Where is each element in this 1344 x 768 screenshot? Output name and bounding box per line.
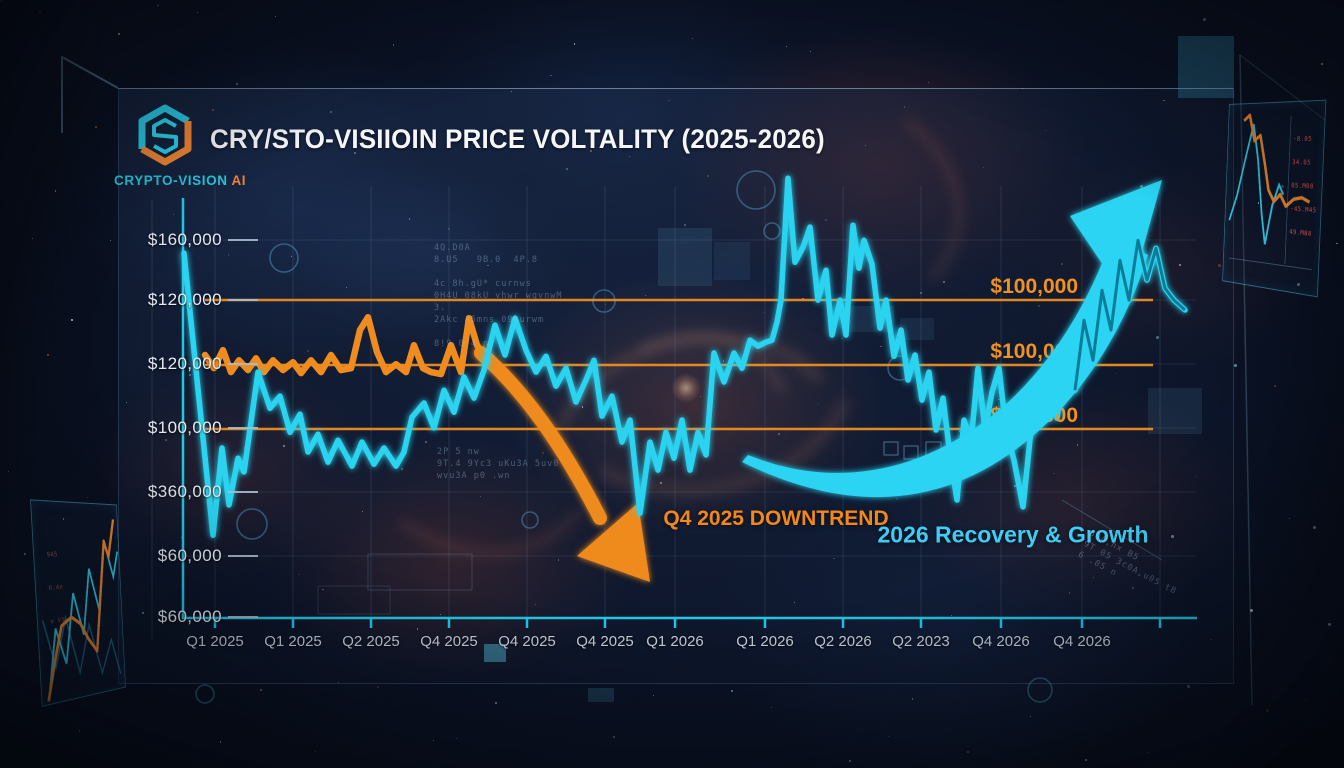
y-axis-dash-6	[228, 616, 258, 618]
x-axis-label-3: Q4 2025	[420, 633, 478, 650]
x-axis-label-6: Q1 2026	[646, 633, 704, 650]
corner-bracket	[61, 55, 119, 133]
brand-label: CRYPTO-VISION AI	[114, 173, 246, 188]
ticker-row: 0.4n	[48, 583, 64, 593]
ticker-row: 34.05	[1292, 158, 1312, 167]
y-axis-label-6: $60,000	[157, 607, 222, 626]
y-axis-label-1: $120,000	[147, 290, 222, 309]
ghost-text-0: 4Q.D0A 8.U5 9B.0 4P.8 4c 8h.gU* curnws 0…	[434, 243, 563, 349]
y-axis-dash-4	[228, 491, 258, 493]
y-axis-label-5: $60,000	[157, 546, 222, 565]
annotation-0: Q4 2025 DOWNTREND	[663, 507, 889, 530]
x-axis-label-4: Q4 2025	[498, 633, 556, 650]
crypto-vision-logo-icon	[138, 104, 192, 166]
ticker-row: 05.M08	[1291, 181, 1314, 191]
x-axis-label-5: Q4 2025	[576, 633, 634, 650]
ticker-row: 9A5	[46, 550, 58, 559]
y-axis-dash-2	[228, 363, 258, 365]
y-axis-dash-5	[228, 555, 258, 557]
ghost-text-1: 2P 5 nw 9T.4 9Yc3 uKu3A 5uv0 wvu3A p0 .w…	[437, 447, 560, 481]
x-axis-label-1: Q1 2025	[264, 633, 322, 650]
ticker-row: -8.05	[1293, 134, 1313, 143]
x-axis-label-9: Q2 2023	[892, 633, 950, 650]
mini-chart-panel-right: -8.05 34.05 05.M08 -45.M45 49.M88	[1222, 99, 1327, 298]
support-line-label-0: $100,000	[990, 275, 1078, 298]
mini-chart-panel-left: 9A5 0.4n w V3	[30, 499, 126, 707]
y-axis-label-2: $120,000	[147, 354, 222, 373]
x-axis-label-0: Q1 2025	[186, 633, 244, 650]
page-title: CRY/STO-VISIIOIN PRICE VOLTALITY (2025-2…	[210, 124, 825, 154]
y-axis-label-0: $160,000	[147, 230, 222, 249]
x-axis-label-11: Q4 2026	[1053, 633, 1111, 650]
y-axis-dash-3	[228, 427, 258, 429]
y-axis-dash-0	[228, 239, 258, 241]
x-axis-label-10: Q4 2026	[972, 633, 1030, 650]
y-axis-dash-1	[228, 299, 258, 301]
x-axis-label-2: Q2 2025	[342, 633, 400, 650]
brand-suffix: AI	[231, 173, 247, 188]
x-axis-label-7: Q1 2026	[736, 633, 794, 650]
brand-name: CRYPTO-VISION	[114, 173, 228, 188]
y-axis-label-4: $360,000	[147, 482, 222, 501]
x-axis-label-8: Q2 2026	[814, 633, 872, 650]
axis-ticks	[213, 618, 1162, 628]
y-axis-label-3: $100,000	[147, 418, 222, 437]
